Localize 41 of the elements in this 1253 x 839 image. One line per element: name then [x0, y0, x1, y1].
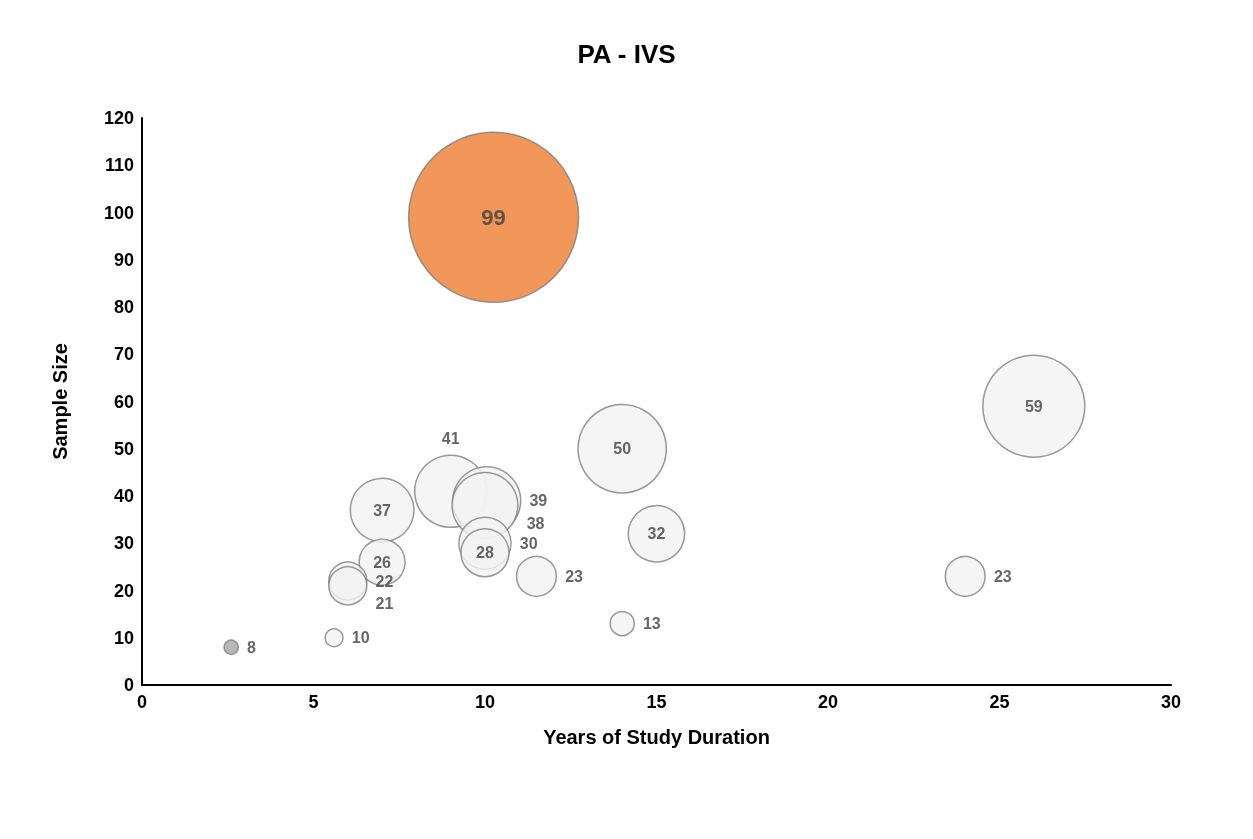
y-tick-label: 90 — [113, 249, 134, 270]
x-tick-label: 30 — [1160, 692, 1182, 712]
data-label: 99 — [481, 204, 506, 230]
y-tick-label: 60 — [113, 391, 134, 412]
data-label: 41 — [441, 429, 460, 447]
data-label: 38 — [526, 514, 545, 532]
y-tick-label: 50 — [113, 438, 134, 459]
data-label: 13 — [642, 615, 661, 633]
data-label: 22 — [375, 572, 394, 590]
data-label: 30 — [519, 534, 538, 552]
data-label: 10 — [351, 629, 370, 647]
y-tick-label: 30 — [113, 533, 134, 554]
y-tick-label: 100 — [103, 202, 134, 223]
y-tick-label: 10 — [113, 627, 134, 648]
x-tick-label: 5 — [308, 692, 319, 712]
x-tick-label: 25 — [989, 692, 1010, 712]
data-label: 32 — [647, 525, 666, 543]
x-axis-title: Years of Study Duration — [543, 726, 770, 748]
y-tick-label: 70 — [113, 344, 134, 365]
data-label: 23 — [565, 567, 584, 585]
y-tick-label: 40 — [113, 486, 134, 506]
data-label: 37 — [373, 501, 392, 519]
x-tick-label: 10 — [474, 692, 496, 712]
data-label: 21 — [375, 595, 394, 613]
y-tick-label: 20 — [113, 580, 134, 601]
x-tick-label: 0 — [136, 692, 148, 712]
data-label: 28 — [476, 544, 494, 562]
data-label: 8 — [247, 638, 257, 656]
x-tick-label: 20 — [817, 692, 839, 712]
data-label: 23 — [993, 567, 1012, 585]
y-tick-label: 0 — [123, 675, 134, 695]
y-tick-label: 110 — [104, 155, 134, 176]
y-tick-label: 80 — [113, 297, 134, 317]
x-tick-label: 15 — [646, 692, 667, 712]
y-axis-title: Sample Size — [49, 343, 71, 460]
data-label: 50 — [613, 440, 632, 458]
data-label: 59 — [1024, 397, 1043, 415]
y-tick-label: 120 — [103, 108, 134, 128]
data-label: 26 — [373, 553, 392, 571]
chart-title: PA - IVS — [577, 39, 676, 69]
data-label: 39 — [529, 492, 548, 510]
